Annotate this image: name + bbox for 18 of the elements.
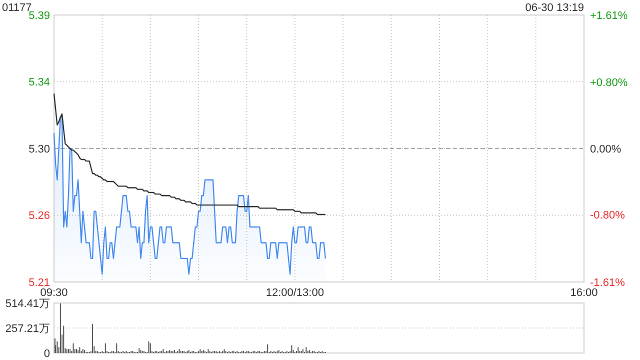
y2-tick-label: 0.00% xyxy=(590,143,622,156)
y2-tick-label: +1.61% xyxy=(590,10,628,22)
y-tick-label: 5.21 xyxy=(28,276,50,289)
chart-subtitle: 06-30 13:19 xyxy=(525,2,584,14)
x-tick-label: 12:00/13:00 xyxy=(266,287,324,299)
y-tick-label: 514.41万 xyxy=(5,298,50,310)
y2-tick-label: +0.80% xyxy=(590,77,628,90)
y2-tick-label: -0.80% xyxy=(590,210,626,222)
line-series xyxy=(53,92,326,216)
y2-tick-label: -1.61% xyxy=(590,276,626,289)
y-tick-label: 5.26 xyxy=(28,210,50,222)
y-tick-label: 0 xyxy=(44,348,50,360)
y-tick-label: 257.21万 xyxy=(5,322,50,335)
x-tick-label: 16:00 xyxy=(570,287,598,299)
y-tick-label: 5.34 xyxy=(28,76,50,89)
x-tick-label: 09:30 xyxy=(40,287,68,299)
y-tick-label: 5.39 xyxy=(28,10,50,22)
y-tick-label: 5.30 xyxy=(28,143,50,156)
